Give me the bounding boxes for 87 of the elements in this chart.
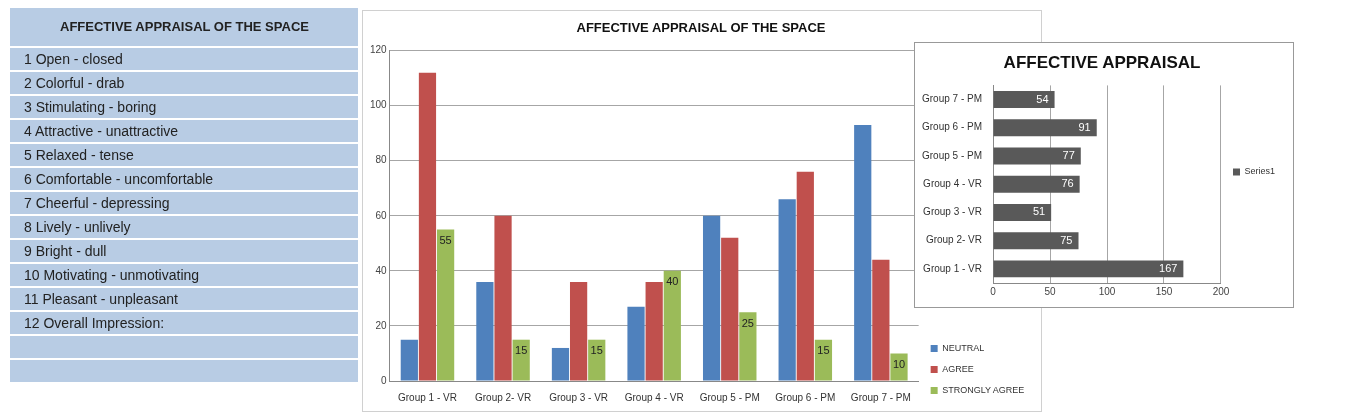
- x-tick-label: 150: [1155, 285, 1173, 297]
- text: 2 Colorful - drab: [10, 72, 358, 94]
- data-label: 77: [1062, 149, 1075, 161]
- x-tick-label: Group 7 - PM: [850, 391, 911, 403]
- data-label: 76: [1061, 177, 1074, 190]
- x-tick-label: 50: [1044, 285, 1057, 297]
- bar: [739, 312, 757, 381]
- bar: [627, 306, 645, 381]
- bar: [721, 237, 739, 381]
- bar: [476, 281, 494, 381]
- bar: [854, 124, 872, 381]
- y-tick-label: 60: [375, 209, 388, 221]
- data-label: 10: [892, 358, 906, 370]
- data-label: 54: [1036, 92, 1049, 105]
- legend-label: AGREE: [942, 363, 974, 374]
- y-tick-label: 80: [375, 154, 388, 166]
- y-tick-label: 120: [370, 44, 388, 56]
- bar: [569, 281, 588, 381]
- y-tick-label: Group 2- VR: [925, 234, 983, 246]
- text: 6 Comfortable - uncomfortable: [10, 168, 358, 190]
- text: 12 Overall Impression:: [10, 312, 358, 334]
- bar: [993, 203, 1052, 221]
- x-tick-label: Group 5 - PM: [699, 391, 760, 403]
- data-label: 15: [515, 344, 528, 357]
- bar: [814, 339, 833, 381]
- bar: [588, 339, 606, 381]
- bar: [993, 119, 1097, 137]
- data-label: 25: [741, 316, 754, 329]
- data-label: 51: [1032, 205, 1046, 218]
- y-tick-label: Group 5 - PM: [921, 149, 983, 161]
- y-tick-label: 40: [375, 264, 388, 276]
- text: 7 Cheerful - depressing: [10, 192, 358, 214]
- y-tick-label: Group 7 - PM: [921, 93, 983, 105]
- text: AFFECTIVE APPRAISAL OF THE SPACE: [10, 8, 358, 46]
- text: 11 Pleasant - unpleasant: [10, 288, 358, 310]
- chart-title: AFFECTIVE APPRAISAL OF THE SPACE: [576, 20, 826, 36]
- legend-label: STRONGLY AGREE: [942, 384, 1025, 395]
- y-tick-label: 100: [370, 99, 388, 111]
- bar: [551, 347, 570, 381]
- text: 8 Lively - unlively: [10, 216, 358, 238]
- bar: [993, 260, 1184, 278]
- bar: [993, 175, 1080, 193]
- x-tick-label: 100: [1098, 285, 1116, 297]
- y-tick-label: 0: [381, 374, 388, 386]
- bar: [494, 215, 512, 381]
- legend-label: Series1: [1244, 166, 1275, 177]
- text: 10 Motivating - unmotivating: [10, 264, 358, 286]
- bar: [702, 215, 721, 381]
- bar: [890, 353, 908, 381]
- bar: [400, 339, 418, 381]
- bar: [872, 259, 890, 381]
- data-label: 91: [1078, 120, 1091, 133]
- x-tick-label: 200: [1212, 285, 1230, 297]
- text: 4 Attractive - unattractive: [10, 120, 358, 142]
- data-label: 40: [666, 275, 679, 288]
- text: 3 Stimulating - boring: [10, 96, 358, 118]
- bar: [993, 232, 1079, 250]
- bar: [796, 171, 814, 381]
- y-tick-label: Group 6 - PM: [921, 121, 983, 133]
- x-tick-label: Group 2- VR: [474, 391, 532, 403]
- x-tick-label: Group 1 - VR: [398, 391, 457, 403]
- y-tick-label: Group 3 - VR: [923, 206, 983, 218]
- data-label: 15: [590, 344, 603, 357]
- chart-title: AFFECTIVE APPRAISAL: [1003, 52, 1201, 72]
- x-tick-label: Group 4 - VR: [624, 391, 684, 403]
- text: 1 Open - closed: [10, 48, 358, 70]
- x-tick-label: Group 3 - VR: [549, 391, 609, 403]
- bar: [645, 281, 663, 381]
- x-tick-label: 0: [990, 285, 997, 297]
- bar: [418, 72, 437, 381]
- y-tick-label: 20: [375, 319, 388, 331]
- bar: [663, 270, 681, 381]
- text: 9 Bright - dull: [10, 240, 358, 262]
- bar: [993, 91, 1055, 108]
- data-label: 15: [817, 344, 830, 357]
- bar: [778, 199, 796, 381]
- y-tick-label: Group 1 - VR: [923, 262, 983, 274]
- bar: [436, 229, 455, 381]
- bar: [993, 147, 1081, 165]
- data-label: 55: [439, 234, 452, 247]
- bar: [512, 339, 530, 381]
- data-label: 75: [1060, 233, 1073, 246]
- y-tick-label: Group 4 - VR: [923, 177, 983, 189]
- text: 5 Relaxed - tense: [10, 144, 358, 166]
- x-tick-label: Group 6 - PM: [775, 391, 836, 403]
- data-label: 167: [1159, 261, 1178, 274]
- legend-label: NEUTRAL: [942, 342, 985, 353]
